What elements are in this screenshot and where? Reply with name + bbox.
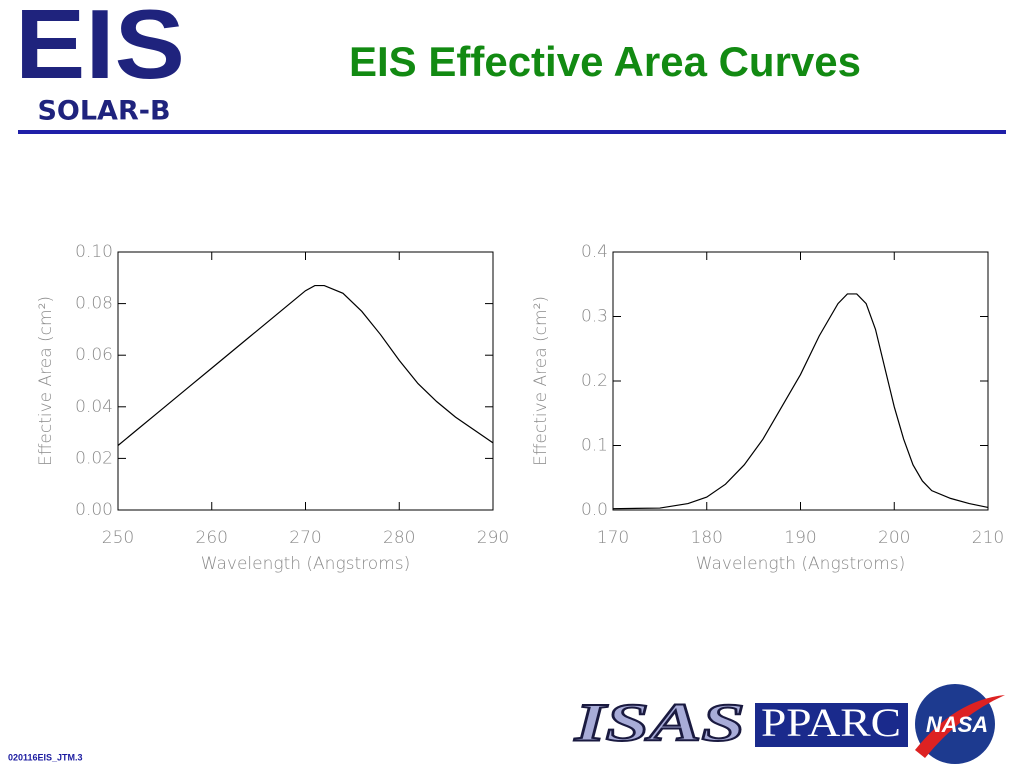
x-tick-label: 170 [597, 528, 629, 548]
y-tick-label: 0.06 [75, 345, 113, 365]
data-line [117, 284, 494, 446]
pparc-logo: PPARC [761, 700, 901, 745]
x-tick-label: 270 [289, 528, 321, 548]
x-tick-label: 250 [102, 528, 134, 548]
y-tick-label: 0.4 [581, 242, 608, 262]
x-tick-label: 200 [878, 528, 910, 548]
y-tick-label: 0.00 [75, 500, 113, 520]
x-tick-label: 260 [196, 528, 228, 548]
data-line [612, 293, 989, 510]
footer-code: 020116EIS_JTM.3 [8, 752, 83, 762]
x-tick-label: 290 [477, 528, 509, 548]
x-axis-label: Wavelength (Angstroms) [201, 554, 411, 574]
x-tick-label: 210 [972, 528, 1004, 548]
y-tick-label: 0.08 [75, 294, 113, 314]
x-tick-label: 190 [784, 528, 816, 548]
y-tick-label: 0.2 [581, 371, 608, 391]
pparc-box [755, 703, 908, 747]
y-tick-label: 0.1 [581, 436, 608, 456]
y-tick-label: 0.0 [581, 500, 608, 520]
x-tick-label: 180 [691, 528, 723, 548]
y-axis-label: Effective Area (cm²) [531, 296, 551, 466]
logo-main: EIS [15, 0, 185, 99]
y-tick-label: 0.10 [75, 242, 113, 262]
nasa-swoosh [915, 695, 1005, 758]
y-tick-label: 0.04 [75, 397, 113, 417]
plot-frame [612, 251, 989, 511]
isas-logo: ISAS [574, 692, 745, 752]
y-tick-label: 0.02 [75, 448, 113, 468]
nasa-logo: NASA [926, 712, 988, 737]
y-axis-label: Effective Area (cm²) [36, 296, 56, 466]
slide-title: EIS Effective Area Curves [349, 38, 861, 85]
y-tick-label: 0.3 [581, 307, 608, 327]
x-tick-label: 280 [383, 528, 415, 548]
x-axis-label: Wavelength (Angstroms) [696, 554, 906, 574]
header-rule [18, 130, 1006, 134]
logo-sub: SOLAR-B [37, 96, 170, 127]
